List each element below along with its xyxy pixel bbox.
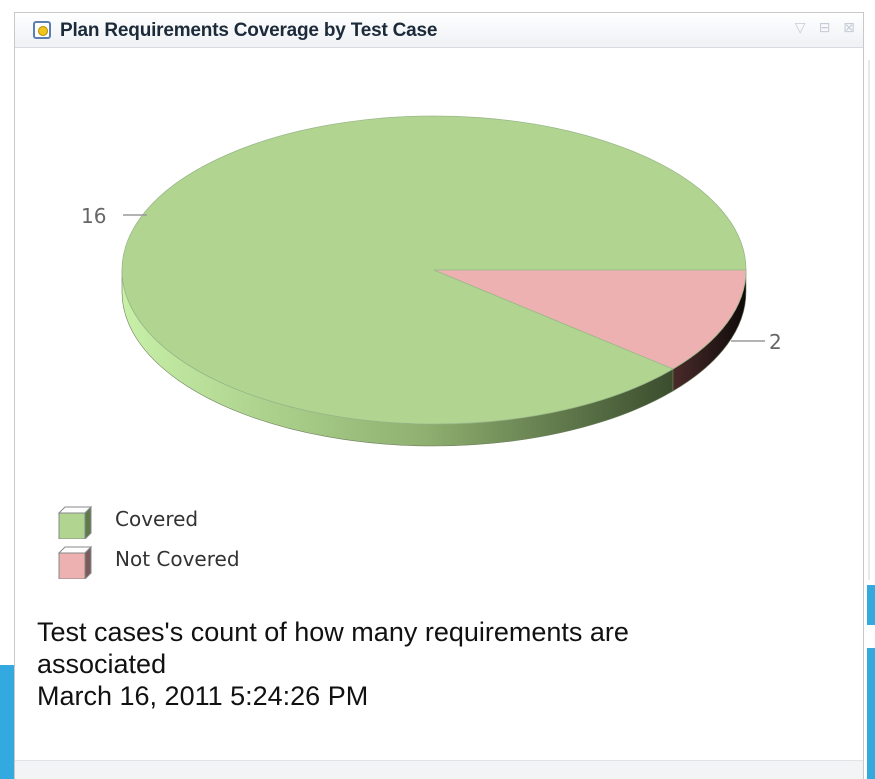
panel-title: Plan Requirements Coverage by Test Case (60, 20, 438, 41)
data-label-covered: 16 (81, 204, 106, 228)
background-accent-right-bottom (867, 648, 875, 779)
report-timestamp: March 16, 2011 5:24:26 PM (37, 681, 369, 711)
background-accent-left (0, 665, 14, 779)
report-icon (33, 21, 51, 39)
maximize-icon[interactable]: ⊟ (818, 19, 831, 35)
report-panel: Plan Requirements Coverage by Test Case … (14, 12, 864, 779)
legend-label-not-covered: Not Covered (115, 547, 240, 571)
pie-slice-not-covered (433, 269, 747, 370)
report-description-line-2: associated (37, 649, 167, 679)
background-accent-right-top (867, 585, 875, 625)
view-menu-icon[interactable]: ▽ (794, 19, 806, 35)
window-controls: ▽ ⊟ ⊠ (788, 19, 857, 39)
close-icon[interactable]: ⊠ (843, 19, 855, 35)
pie-chart: 16 2 (81, 115, 782, 447)
background-edge (868, 60, 870, 580)
legend-swatch-not-covered (57, 545, 93, 579)
data-label-not-covered: 2 (769, 330, 782, 354)
legend-label-covered: Covered (115, 507, 199, 531)
report-description-line-1: Test cases's count of how many requireme… (37, 617, 629, 647)
legend-swatch-covered (57, 505, 93, 539)
report-footer: Test cases's count of how many requireme… (37, 616, 837, 712)
panel-bottom-bar (15, 760, 863, 779)
panel-titlebar: Plan Requirements Coverage by Test Case … (15, 13, 863, 48)
